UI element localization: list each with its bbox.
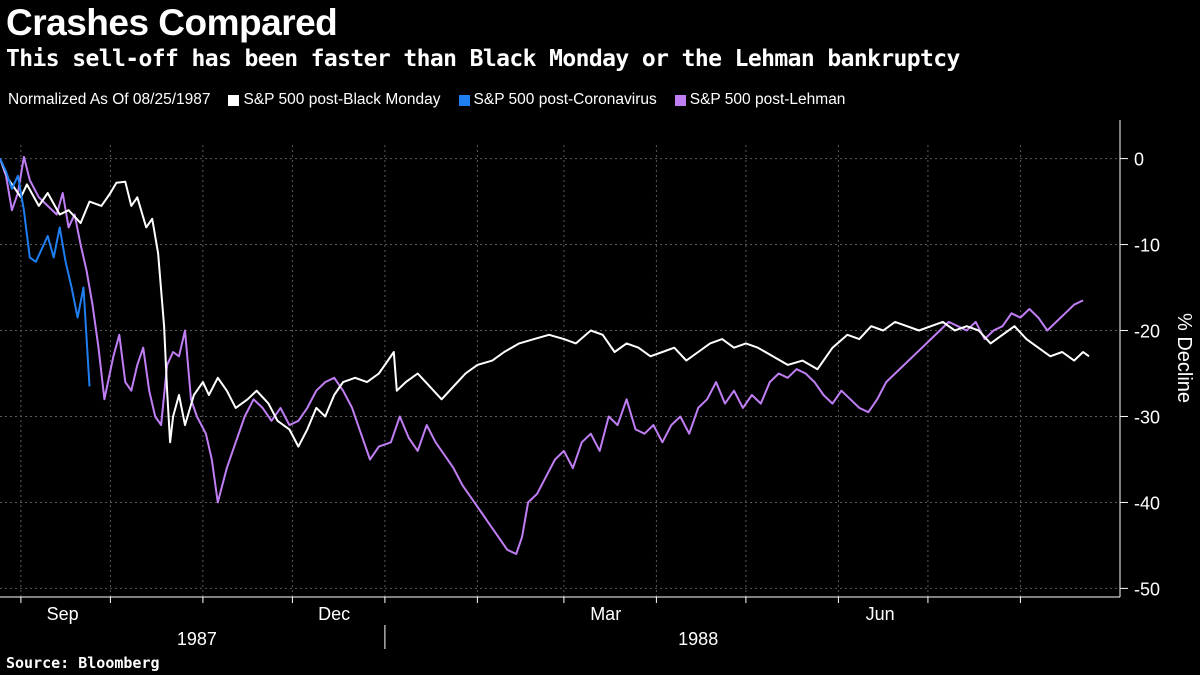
line-black-monday (0, 158, 1090, 448)
chart-title: Crashes Compared (6, 2, 338, 43)
y-tick-label: -30 (1134, 407, 1160, 427)
chart-subtitle: This sell-off has been faster than Black… (6, 46, 960, 72)
axes: 0 -10 -20 -30 -40 -50 Sep Dec Mar Jun 1987 1988 (0, 120, 1160, 649)
legend-item-black-monday: S&P 500 post-Black Monday (228, 91, 441, 109)
legend-label-black-monday: S&P 500 post-Black Monday (243, 91, 441, 108)
y-tick-label: -40 (1134, 493, 1160, 513)
series-lines (0, 155, 1090, 555)
legend-label-lehman: S&P 500 post-Lehman (689, 91, 846, 108)
line-lehman (0, 155, 1084, 555)
x-tick-label: Sep (47, 604, 79, 624)
legend-swatch-coronavirus (458, 94, 470, 106)
line-coronavirus (0, 158, 91, 387)
x-tick-label: Dec (318, 604, 350, 624)
legend-swatch-lehman (674, 94, 686, 106)
x-year-label: 1987 (177, 629, 217, 649)
x-tick-label: Mar (590, 604, 621, 624)
legend-label-coronavirus: S&P 500 post-Coronavirus (473, 91, 657, 108)
y-axis-label: % Decline (1173, 313, 1195, 403)
y-tick-label: -50 (1134, 579, 1160, 599)
legend: Normalized As Of 08/25/1987 S&P 500 post… (8, 91, 863, 109)
gridlines (0, 145, 1120, 597)
x-year-label: 1988 (678, 629, 718, 649)
y-tick-label: -10 (1134, 236, 1160, 256)
legend-swatch-black-monday (228, 94, 240, 106)
y-tick-label: -20 (1134, 322, 1160, 342)
x-tick-label: Jun (866, 604, 895, 624)
legend-item-coronavirus: S&P 500 post-Coronavirus (458, 91, 657, 109)
legend-item-lehman: S&P 500 post-Lehman (674, 91, 846, 109)
legend-note: Normalized As Of 08/25/1987 (8, 91, 211, 108)
source-note: Source: Bloomberg (6, 654, 160, 672)
y-tick-label: 0 (1134, 150, 1144, 170)
